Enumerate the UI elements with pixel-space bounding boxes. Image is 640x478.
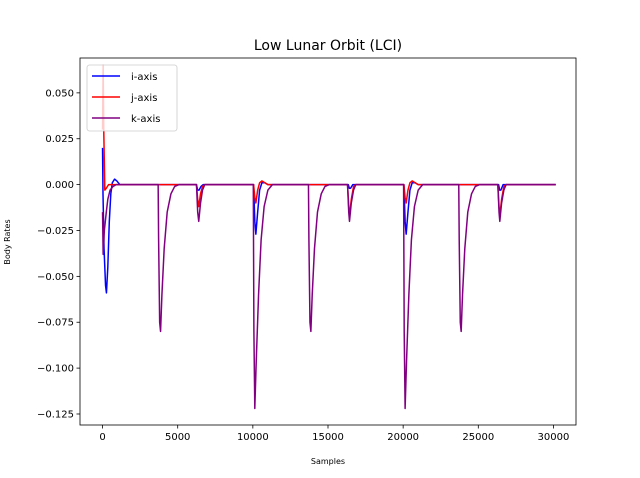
y-tick-label: −0.050 (37, 272, 74, 283)
x-tick-label: 10000 (237, 432, 269, 443)
y-tick-label: 0.025 (45, 134, 74, 145)
x-tick-label: 25000 (462, 432, 494, 443)
legend-label-j-axis: j-axis (130, 93, 157, 104)
x-tick-label: 15000 (312, 432, 344, 443)
axes-layer: 0 5000 10000 15000 20000 25000 30000 0.050 0.025… (37, 57, 577, 443)
legend-label-i-axis: i-axis (131, 72, 157, 83)
x-tick-label: 30000 (538, 432, 570, 443)
series-line-k-axis (101, 183, 556, 410)
y-tick-label: −0.100 (37, 364, 74, 375)
chart-title: Low Lunar Orbit (LCI) (254, 38, 402, 54)
y-tick-label: −0.025 (37, 226, 74, 237)
x-tick-label: 20000 (387, 432, 419, 443)
y-tick-label: 0.000 (45, 180, 74, 191)
y-tick-label: 0.050 (45, 88, 74, 99)
legend: i-axis j-axis k-axis (86, 64, 178, 132)
x-tick-label: 5000 (165, 432, 190, 443)
series-line-i-axis (101, 147, 556, 294)
legend-box (86, 64, 178, 132)
y-axis-label: Body Rates (3, 219, 12, 264)
series-layer (101, 64, 556, 410)
legend-label-k-axis: k-axis (131, 114, 160, 125)
x-tick-label: 0 (99, 432, 105, 443)
y-tick-label: −0.125 (37, 409, 74, 420)
y-tick-label: −0.075 (37, 318, 74, 329)
x-axis-label: Samples (311, 457, 345, 466)
